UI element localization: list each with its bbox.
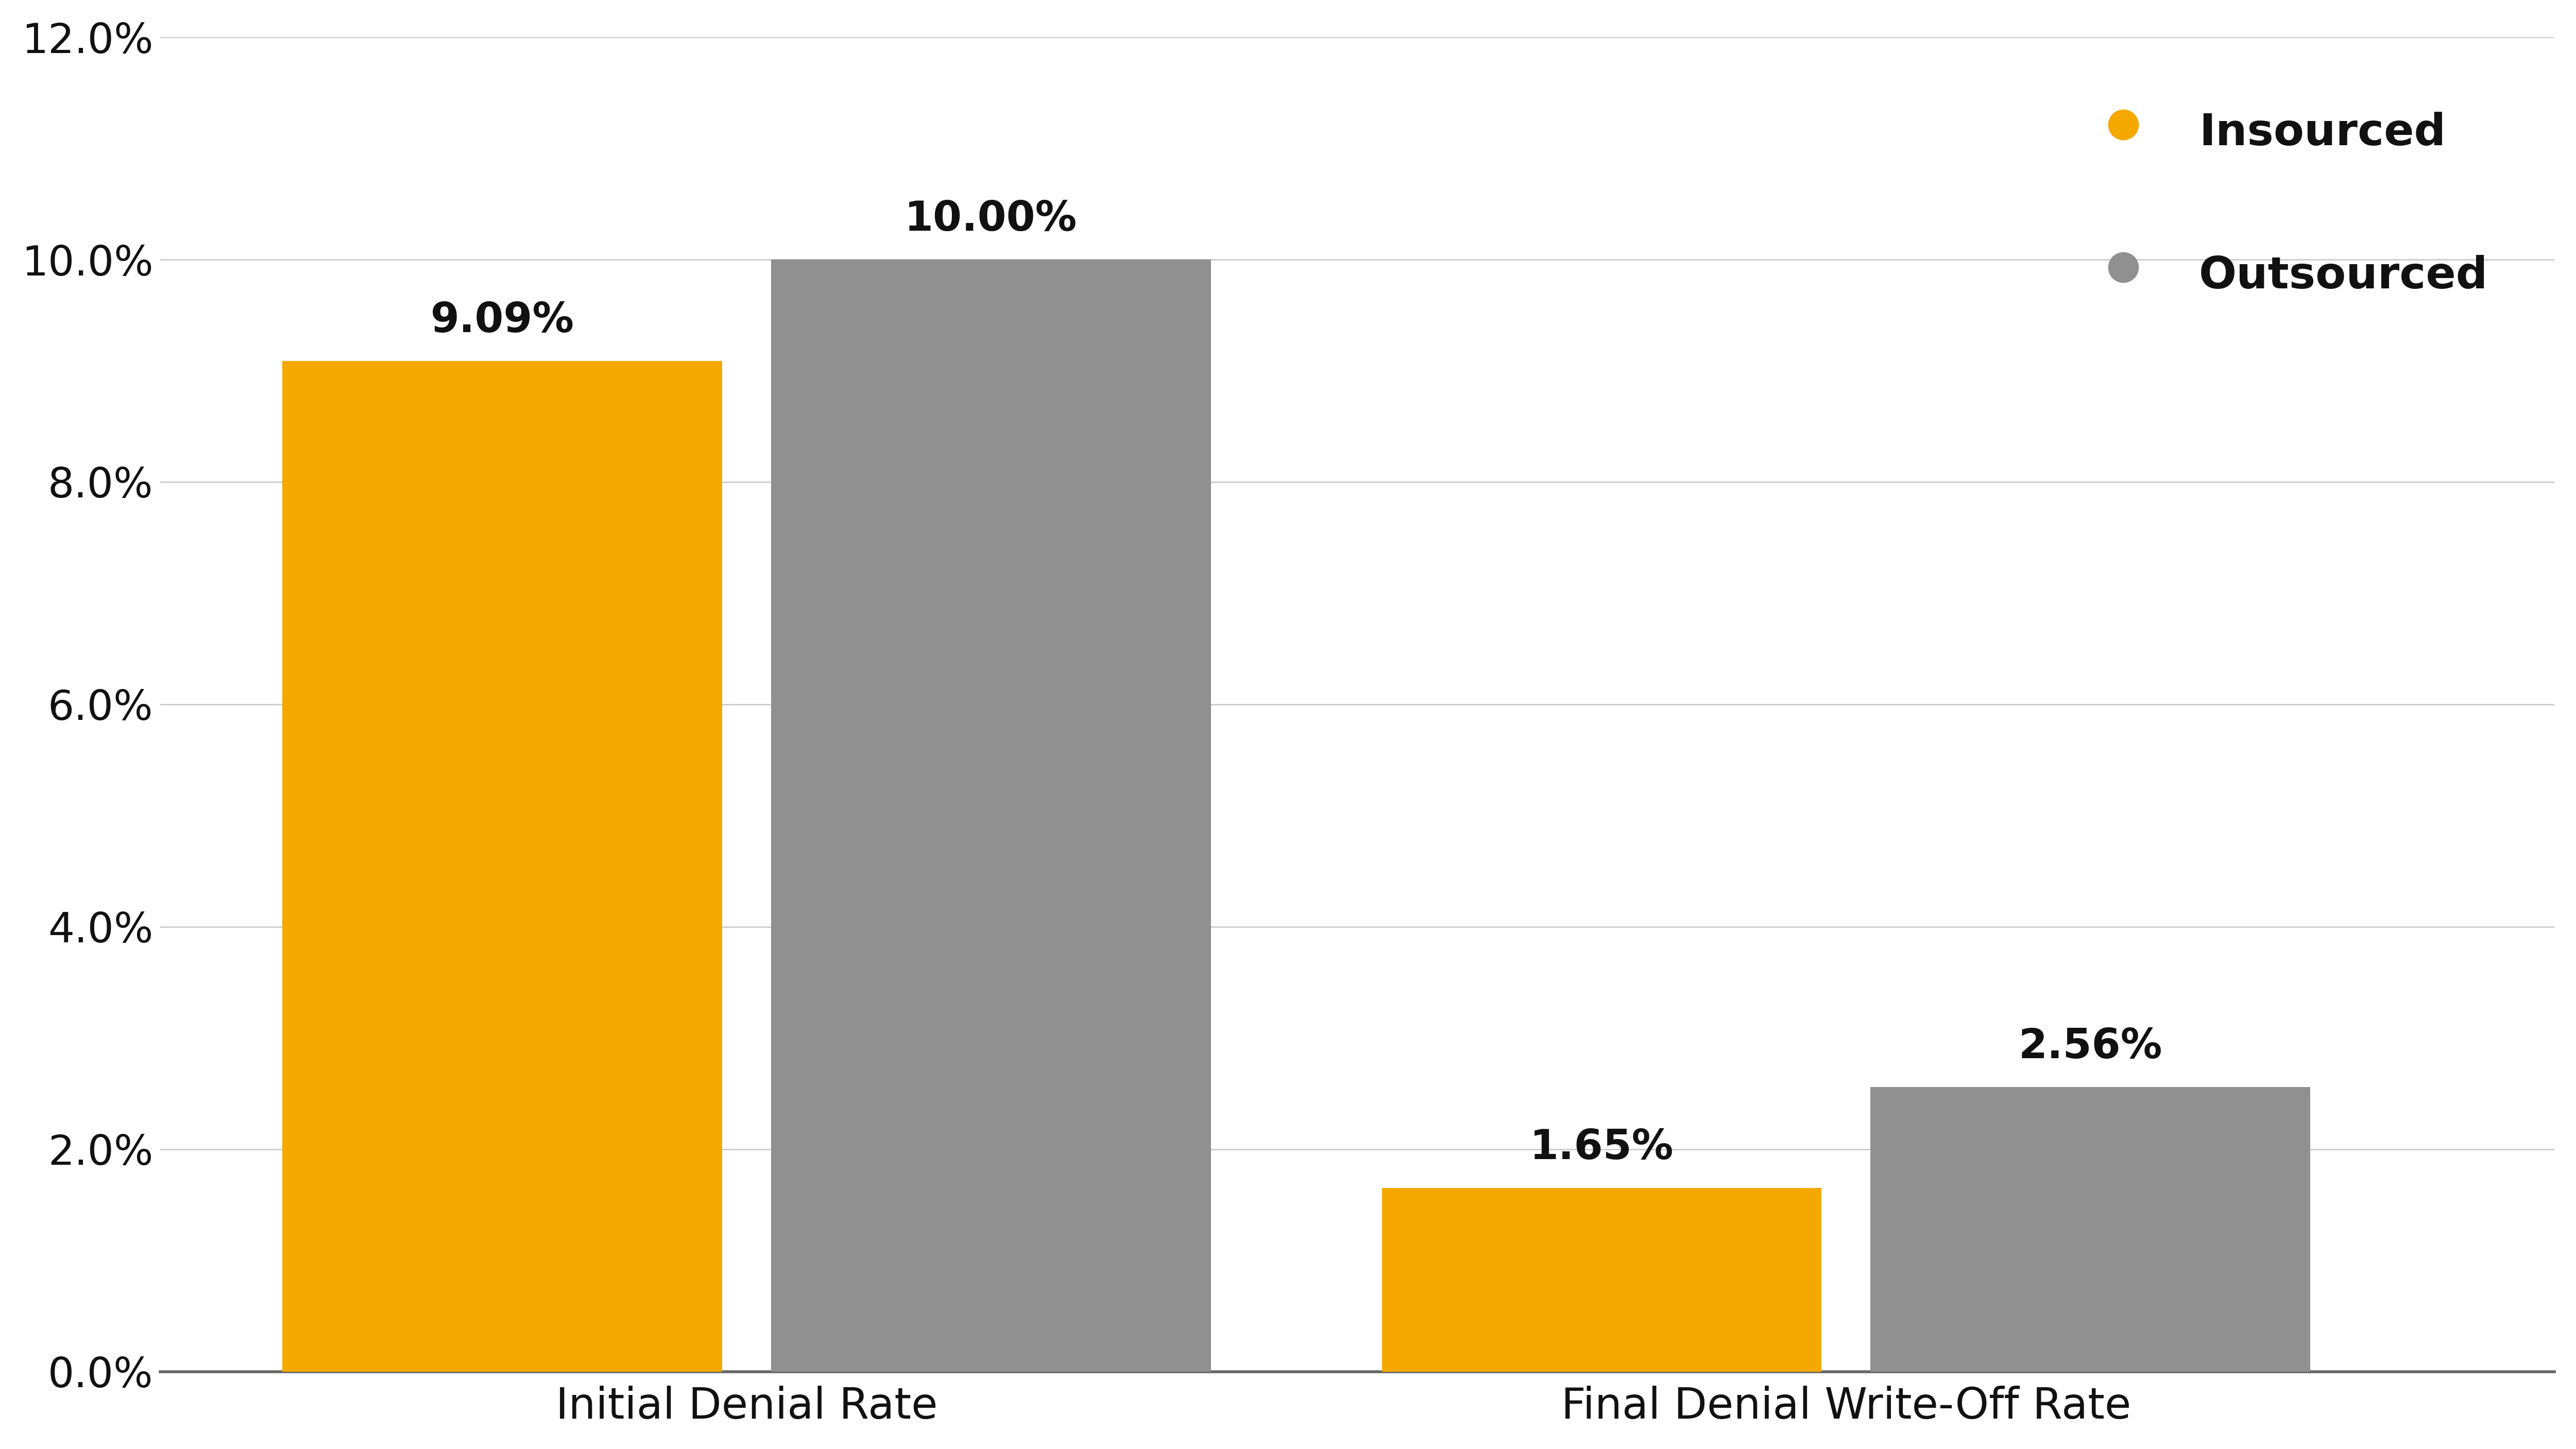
- Bar: [770, 259, 1211, 1372]
- Text: 9.09%: 9.09%: [430, 300, 574, 341]
- Legend: Insourced, Outsourced: Insourced, Outsourced: [2056, 59, 2532, 345]
- Bar: [1870, 1087, 2311, 1372]
- Bar: [1381, 1188, 1821, 1372]
- Text: 10.00%: 10.00%: [904, 200, 1077, 239]
- Text: 2.56%: 2.56%: [2020, 1027, 2161, 1066]
- Bar: [283, 361, 721, 1372]
- Text: 1.65%: 1.65%: [1530, 1127, 1674, 1168]
